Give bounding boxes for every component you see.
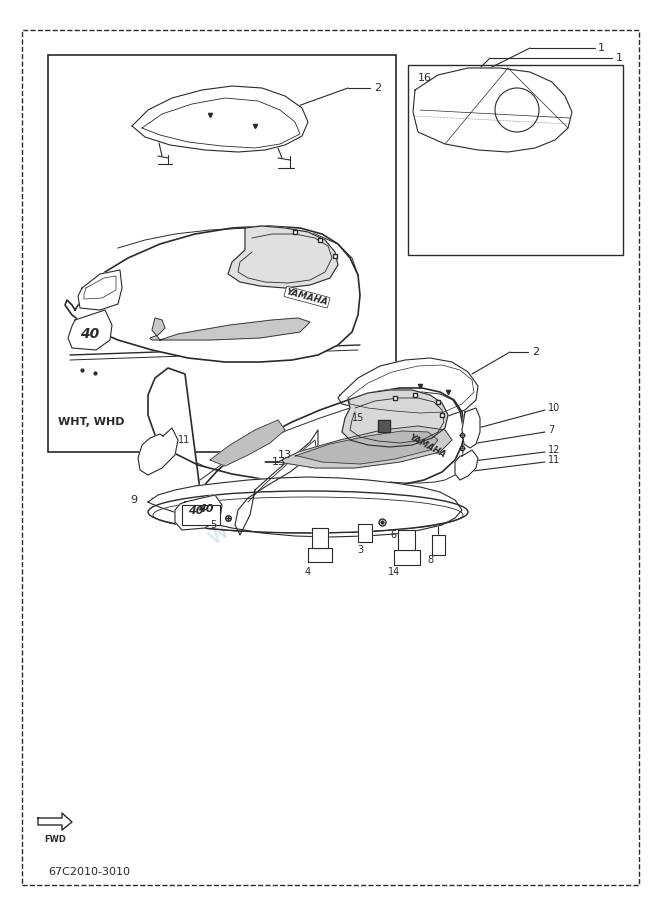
Text: 10: 10: [548, 403, 561, 413]
Bar: [182, 505, 220, 525]
Polygon shape: [398, 530, 415, 550]
Text: 11: 11: [548, 455, 561, 465]
Text: 67C2010-3010: 67C2010-3010: [48, 867, 130, 877]
Polygon shape: [65, 226, 360, 362]
Text: YAMAHA: YAMAHA: [285, 288, 329, 307]
Text: 13: 13: [272, 457, 286, 467]
Polygon shape: [150, 318, 310, 340]
Text: 4: 4: [305, 567, 311, 577]
Polygon shape: [462, 408, 480, 448]
Polygon shape: [342, 390, 448, 447]
Polygon shape: [358, 524, 372, 542]
Polygon shape: [138, 428, 178, 475]
Text: 6: 6: [390, 530, 396, 540]
Text: FWD: FWD: [44, 835, 66, 845]
Text: 3: 3: [357, 545, 363, 555]
Text: WHT, WHD: WHT, WHD: [58, 417, 124, 427]
Bar: [48, 55, 396, 452]
Text: 7: 7: [548, 425, 555, 435]
Polygon shape: [265, 426, 452, 468]
Polygon shape: [413, 68, 572, 152]
Polygon shape: [295, 431, 438, 464]
Text: 1: 1: [616, 53, 623, 63]
Text: 12: 12: [548, 445, 561, 455]
Polygon shape: [132, 86, 308, 152]
Polygon shape: [338, 358, 478, 416]
Polygon shape: [210, 420, 285, 466]
Text: 40: 40: [188, 506, 204, 516]
Text: 40: 40: [80, 327, 99, 341]
Polygon shape: [235, 430, 318, 535]
Bar: [408, 65, 623, 255]
Polygon shape: [148, 477, 462, 537]
Polygon shape: [78, 270, 122, 310]
Text: 2: 2: [374, 83, 381, 93]
Text: 13: 13: [278, 450, 292, 460]
Text: 5: 5: [210, 520, 216, 530]
Text: YAMAHA: YAMAHA: [408, 433, 447, 460]
Text: 9: 9: [130, 495, 137, 505]
Text: 40: 40: [198, 504, 214, 514]
Polygon shape: [38, 813, 72, 830]
Text: 8: 8: [427, 555, 433, 565]
Text: www.imnpp.com: www.imnpp.com: [203, 411, 387, 550]
Polygon shape: [312, 528, 328, 548]
Text: 14: 14: [388, 567, 400, 577]
Polygon shape: [68, 310, 112, 350]
Polygon shape: [228, 226, 338, 288]
Polygon shape: [455, 450, 478, 480]
Text: 1: 1: [598, 43, 605, 53]
Polygon shape: [148, 368, 465, 490]
Text: 15: 15: [352, 413, 364, 423]
Polygon shape: [175, 495, 222, 530]
Text: 2: 2: [532, 347, 539, 357]
Text: 16: 16: [418, 73, 432, 83]
Text: 11: 11: [178, 435, 190, 445]
Polygon shape: [432, 535, 445, 555]
Polygon shape: [378, 420, 390, 432]
